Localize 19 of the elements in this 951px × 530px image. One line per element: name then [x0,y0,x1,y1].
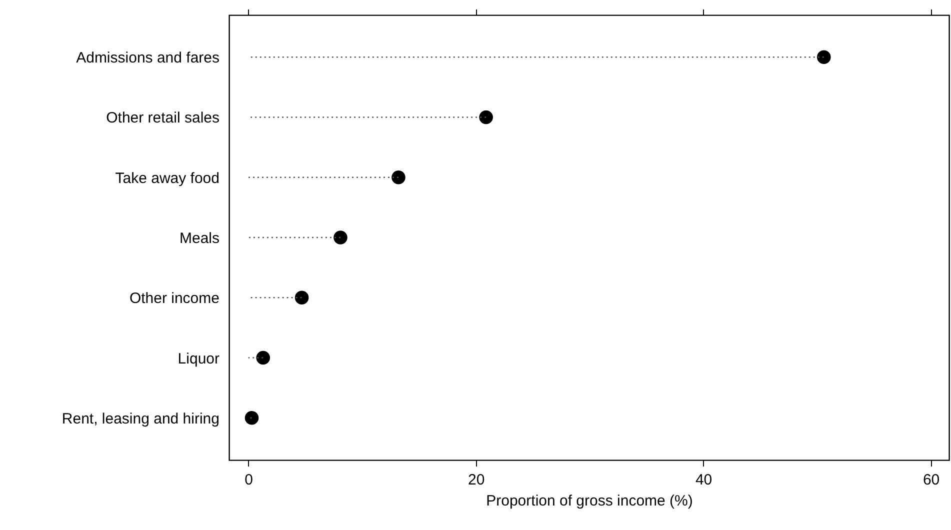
y-tick-label: Other retail sales [106,110,220,127]
y-tick-label: Other income [129,290,220,308]
y-tick-label: Admissions and fares [76,50,220,67]
point [244,411,259,425]
point [816,50,831,64]
x-axis-title: Proportion of gross income (%) [486,492,693,510]
x-tick-label: 40 [695,472,712,488]
point [392,170,406,184]
y-tick-label: Liquor [178,350,220,368]
x-tick-label: 60 [922,472,940,488]
y-tick-label: Rent, leasing and hiring [62,410,220,428]
x-tick-label: 20 [468,472,485,488]
point [256,350,270,365]
point [294,290,309,305]
point [479,110,493,124]
y-tick-label: Take away food [115,170,220,187]
point [334,230,348,244]
x-tick-label: 0 [244,472,254,488]
y-tick-label: Meals [179,230,220,247]
